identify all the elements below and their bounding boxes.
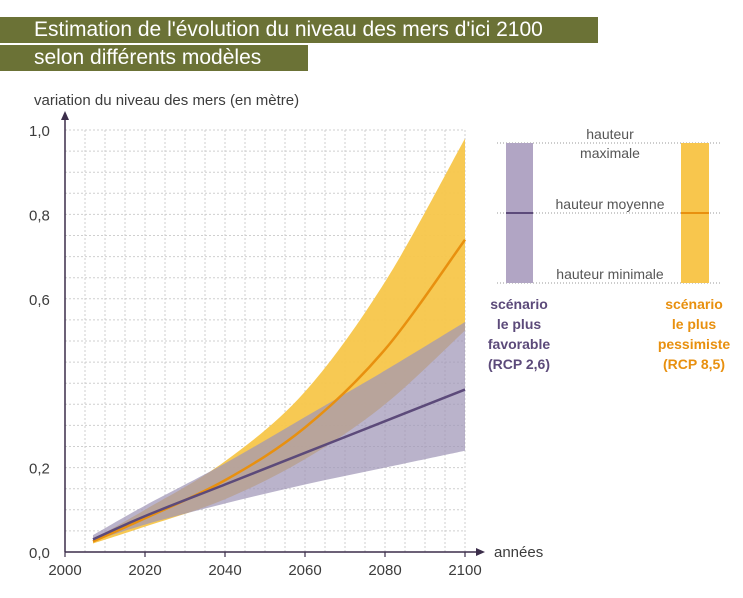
line-pessimiste-mean [92, 238, 467, 543]
legend-label-min: hauteur minimale [556, 266, 664, 282]
x-tick-label: 2060 [288, 562, 321, 579]
caption-fav-line-3: favorable [487, 336, 551, 352]
caption-pes-line-3: pessimiste [657, 336, 731, 352]
x-tick-label: 2100 [448, 562, 481, 579]
caption-pes-line-4: (RCP 8,5) [663, 356, 725, 372]
caption-fav-line-1: scénario [490, 296, 548, 312]
x-tick-label: 2080 [368, 562, 401, 579]
caption-fav-line-2: le plus [496, 316, 542, 332]
title-band-2 [0, 45, 308, 71]
legend-label-mean: hauteur moyenne [555, 196, 665, 212]
caption-pes-line-1: scénario [665, 296, 723, 312]
x-tick-label: 2040 [208, 562, 241, 579]
caption-fav-line-4: (RCP 2,6) [488, 356, 550, 372]
chart-title-line1: Estimation de l'évolution du niveau des … [34, 18, 543, 41]
line-favorable-mean [92, 388, 466, 541]
y-tick-label: 0,0 [29, 545, 50, 562]
legend-caption-pessimiste: scénario le plus pessimiste (RCP 8,5) [644, 294, 743, 374]
legend-label-max: hauteur maximale [580, 126, 640, 161]
y-tick-label: 0,8 [29, 207, 50, 224]
y-axis-arrow [61, 111, 69, 120]
y-axis-label: variation du niveau des mers (en mètre) [34, 92, 300, 109]
y-tick-label: 0,2 [29, 461, 50, 478]
x-tick-label: 2020 [128, 562, 161, 579]
x-axis-label: années [494, 544, 543, 561]
caption-pes-line-2: le plus [671, 316, 717, 332]
legend-caption-favorable: scénario le plus favorable (RCP 2,6) [469, 294, 569, 374]
chart-title-line2: selon différents modèles [34, 46, 262, 69]
x-axis-arrow [476, 548, 485, 556]
band-favorable [93, 322, 465, 542]
y-tick-label: 0,6 [29, 292, 50, 309]
y-tick-label: 1,0 [29, 123, 50, 140]
title-band-1 [0, 17, 598, 43]
x-tick-label: 2000 [48, 562, 81, 579]
